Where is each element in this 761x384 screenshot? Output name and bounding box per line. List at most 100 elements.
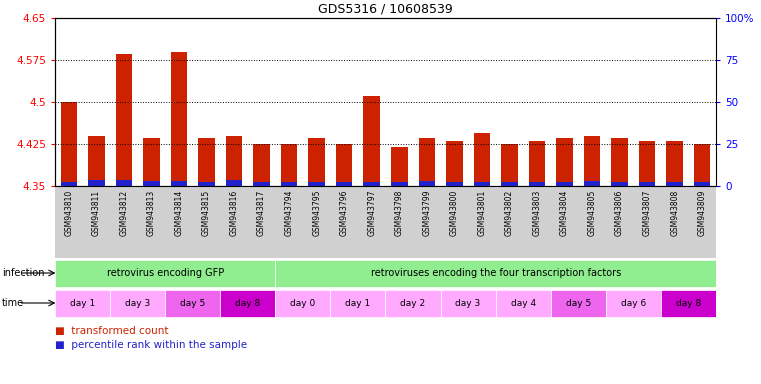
Bar: [468, 186, 495, 258]
Bar: [281, 182, 298, 186]
Bar: [165, 290, 220, 316]
Bar: [441, 290, 495, 316]
Bar: [55, 260, 275, 286]
Text: GSM943801: GSM943801: [477, 190, 486, 236]
Bar: [501, 182, 517, 186]
Text: GSM943800: GSM943800: [450, 190, 459, 236]
Text: GSM943795: GSM943795: [312, 190, 321, 236]
Bar: [661, 186, 689, 258]
Text: GSM943812: GSM943812: [119, 190, 129, 236]
Text: GSM943803: GSM943803: [533, 190, 542, 236]
Bar: [611, 182, 628, 186]
Text: GSM943797: GSM943797: [368, 190, 376, 236]
Text: day 3: day 3: [125, 298, 150, 308]
Bar: [529, 141, 545, 186]
Text: GSM943806: GSM943806: [615, 190, 624, 236]
Bar: [275, 186, 303, 258]
Text: ■  percentile rank within the sample: ■ percentile rank within the sample: [55, 340, 247, 350]
Bar: [551, 186, 578, 258]
Text: day 8: day 8: [676, 298, 701, 308]
Bar: [667, 182, 683, 186]
Text: day 4: day 4: [511, 298, 536, 308]
Text: day 3: day 3: [456, 298, 481, 308]
Text: day 1: day 1: [345, 298, 371, 308]
Bar: [694, 182, 711, 186]
Bar: [110, 290, 165, 316]
Bar: [88, 136, 104, 186]
Bar: [694, 144, 711, 186]
Bar: [226, 136, 242, 186]
Text: day 5: day 5: [565, 298, 591, 308]
Bar: [386, 290, 441, 316]
Bar: [556, 138, 573, 186]
Bar: [198, 138, 215, 186]
Text: GSM943807: GSM943807: [642, 190, 651, 236]
Bar: [606, 290, 661, 316]
Text: GSM943808: GSM943808: [670, 190, 679, 236]
Bar: [165, 186, 193, 258]
Bar: [110, 186, 138, 258]
Bar: [143, 181, 160, 186]
Bar: [611, 138, 628, 186]
Bar: [419, 181, 435, 186]
Text: retroviruses encoding the four transcription factors: retroviruses encoding the four transcrip…: [371, 268, 621, 278]
Bar: [556, 182, 573, 186]
Text: GSM943804: GSM943804: [560, 190, 569, 236]
Bar: [584, 181, 600, 186]
Bar: [82, 186, 110, 258]
Bar: [639, 182, 655, 186]
Text: day 8: day 8: [235, 298, 260, 308]
Text: GSM943815: GSM943815: [202, 190, 211, 236]
Text: GSM943814: GSM943814: [174, 190, 183, 236]
Text: GSM943811: GSM943811: [92, 190, 100, 236]
Text: GSM943794: GSM943794: [285, 190, 294, 236]
Bar: [275, 290, 330, 316]
Text: GSM943796: GSM943796: [339, 190, 349, 236]
Bar: [143, 138, 160, 186]
Text: GSM943805: GSM943805: [587, 190, 597, 236]
Bar: [578, 186, 606, 258]
Text: GSM943816: GSM943816: [230, 190, 238, 236]
Bar: [248, 186, 275, 258]
Text: ■  transformed count: ■ transformed count: [55, 326, 168, 336]
Bar: [419, 138, 435, 186]
Bar: [413, 186, 441, 258]
Text: day 6: day 6: [621, 298, 646, 308]
Text: infection: infection: [2, 268, 44, 278]
Title: GDS5316 / 10608539: GDS5316 / 10608539: [318, 2, 453, 15]
Bar: [253, 182, 270, 186]
Bar: [330, 290, 386, 316]
Text: day 1: day 1: [70, 298, 95, 308]
Bar: [308, 182, 325, 186]
Bar: [473, 133, 490, 186]
Bar: [170, 181, 187, 186]
Bar: [661, 290, 716, 316]
Text: day 0: day 0: [290, 298, 316, 308]
Bar: [473, 182, 490, 186]
Bar: [501, 144, 517, 186]
Bar: [495, 186, 524, 258]
Text: GSM943799: GSM943799: [422, 190, 431, 236]
Bar: [391, 182, 408, 186]
Bar: [55, 186, 82, 258]
Bar: [308, 138, 325, 186]
Bar: [524, 186, 551, 258]
Bar: [495, 290, 551, 316]
Text: day 2: day 2: [400, 298, 425, 308]
Bar: [529, 182, 545, 186]
Bar: [364, 96, 380, 186]
Bar: [689, 186, 716, 258]
Bar: [61, 182, 77, 186]
Bar: [336, 182, 352, 186]
Bar: [281, 144, 298, 186]
Bar: [358, 186, 386, 258]
Bar: [88, 180, 104, 186]
Bar: [226, 180, 242, 186]
Bar: [386, 186, 413, 258]
Bar: [303, 186, 330, 258]
Bar: [61, 102, 77, 186]
Text: GSM943813: GSM943813: [147, 190, 156, 236]
Bar: [138, 186, 165, 258]
Bar: [584, 136, 600, 186]
Bar: [253, 144, 270, 186]
